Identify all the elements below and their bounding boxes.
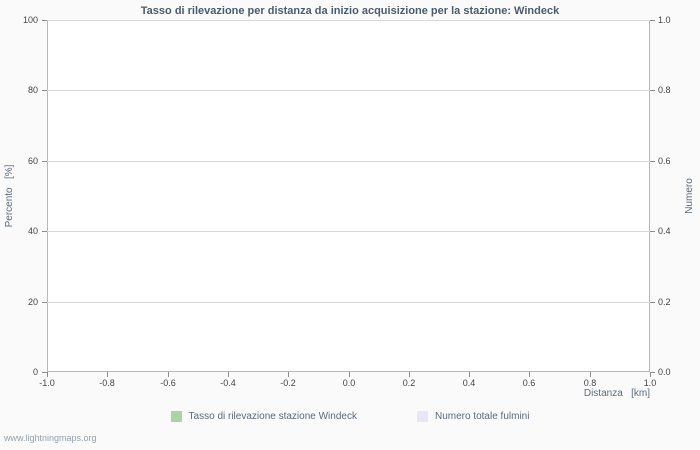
x-tick-mark — [168, 372, 169, 377]
y-right-tick-mark — [650, 161, 655, 162]
x-tick-mark — [349, 372, 350, 377]
gridline — [47, 90, 650, 91]
y-right-tick-label: 0.4 — [658, 226, 671, 236]
x-tick-mark — [650, 372, 651, 377]
x-tick-mark — [469, 372, 470, 377]
gridline — [47, 231, 650, 232]
x-tick-mark — [107, 372, 108, 377]
x-tick-label: -0.6 — [160, 378, 176, 388]
y-left-tick-label: 60 — [27, 156, 38, 166]
y-right-tick-label: 0.2 — [658, 297, 671, 307]
y-left-tick-label: 40 — [27, 226, 38, 236]
y-right-tick-label: 0.6 — [658, 156, 671, 166]
gridline — [47, 161, 650, 162]
x-tick-label: 0.0 — [342, 378, 356, 388]
y-left-tick-mark — [42, 161, 47, 162]
y-left-tick-label: 80 — [27, 85, 38, 95]
legend-item: Numero totale fulmini — [416, 411, 530, 422]
chart-title: Tasso di rilevazione per distanza da ini… — [140, 5, 560, 17]
x-axis-label: Distanza [km] — [583, 388, 650, 399]
x-tick-mark — [529, 372, 530, 377]
legend-label: Tasso di rilevazione stazione Windeck — [188, 411, 357, 422]
y-left-tick-mark — [42, 20, 47, 21]
gridline — [47, 20, 650, 21]
x-tick-label: 0.8 — [583, 378, 597, 388]
y-left-tick-mark — [42, 302, 47, 303]
y-right-tick-mark — [650, 90, 655, 91]
legend-label: Numero totale fulmini — [434, 411, 530, 422]
y-left-tick-mark — [42, 90, 47, 91]
x-tick-label: -0.8 — [99, 378, 115, 388]
x-tick-mark — [228, 372, 229, 377]
y-left-tick-label: 0 — [32, 367, 38, 377]
y-left-tick-mark — [42, 372, 47, 373]
y-right-tick-mark — [650, 20, 655, 21]
legend: Tasso di rilevazione stazione Windeck Num… — [0, 411, 700, 422]
x-tick-label: 1.0 — [643, 378, 657, 388]
legend-item: Tasso di rilevazione stazione Windeck — [170, 411, 357, 422]
y-right-tick-mark — [650, 302, 655, 303]
x-tick-label: -1.0 — [39, 378, 55, 388]
x-tick-mark — [47, 372, 48, 377]
y-axis-label-left: Percento [%] — [4, 164, 15, 228]
x-tick-label: 0.6 — [522, 378, 536, 388]
y-right-tick-mark — [650, 231, 655, 232]
y-left-tick-mark — [42, 231, 47, 232]
y-axis-label-right: Numero — [684, 178, 695, 214]
y-right-tick-label: 1.0 — [658, 15, 671, 25]
y-right-tick-label: 0.8 — [658, 85, 671, 95]
y-left-tick-label: 20 — [27, 297, 38, 307]
plot-area — [47, 20, 650, 372]
legend-swatch — [416, 411, 428, 422]
x-tick-label: 0.2 — [402, 378, 416, 388]
x-tick-mark — [590, 372, 591, 377]
y-left-tick-label: 100 — [22, 15, 38, 25]
x-tick-label: 0.4 — [462, 378, 476, 388]
x-tick-label: -0.4 — [220, 378, 236, 388]
y-right-tick-mark — [650, 372, 655, 373]
x-tick-mark — [409, 372, 410, 377]
x-tick-mark — [288, 372, 289, 377]
gridline — [47, 302, 650, 303]
legend-swatch — [170, 411, 182, 422]
x-tick-label: -0.2 — [280, 378, 296, 388]
y-right-tick-label: 0.0 — [658, 367, 671, 377]
watermark-link[interactable]: www.lightningmaps.org — [4, 433, 97, 443]
